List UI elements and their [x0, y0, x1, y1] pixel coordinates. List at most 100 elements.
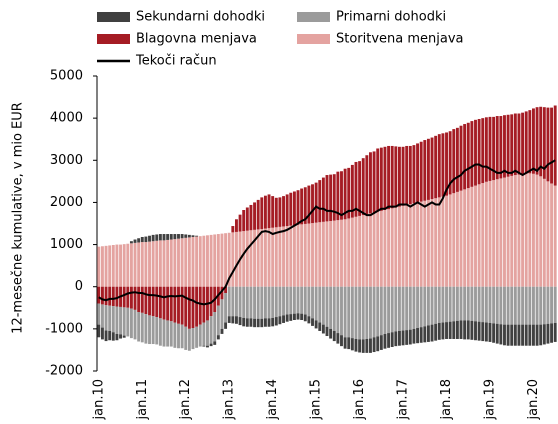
bar [173, 286, 177, 323]
bar [361, 286, 365, 340]
bar [455, 320, 459, 339]
bar [343, 219, 347, 287]
bar [303, 187, 307, 224]
bar [321, 286, 325, 325]
bar [484, 181, 488, 287]
bar [499, 286, 503, 325]
bar [282, 226, 285, 287]
x-tick-label: jan.20 [526, 379, 541, 421]
bar [224, 293, 228, 323]
bar [263, 195, 267, 229]
bar [104, 330, 108, 342]
bar [133, 242, 137, 287]
bar [510, 324, 514, 346]
bar [318, 322, 322, 331]
bar [303, 223, 307, 287]
bar [311, 184, 314, 224]
bar [184, 286, 188, 327]
bar [539, 106, 543, 177]
bar [108, 286, 112, 306]
bar [235, 219, 238, 232]
bar [383, 146, 387, 211]
bar [452, 321, 456, 339]
bar [412, 203, 416, 287]
bar [242, 286, 246, 318]
bar [542, 107, 546, 179]
x-tick-label: jan.13 [222, 379, 237, 421]
legend-swatch [97, 12, 130, 22]
bar [336, 286, 340, 334]
bar [278, 197, 282, 227]
bar [405, 286, 409, 331]
bar [484, 322, 488, 342]
bar [227, 286, 231, 317]
bar [394, 331, 398, 347]
bar [213, 312, 217, 342]
line [98, 159, 556, 306]
bar [162, 240, 166, 287]
bar [151, 241, 155, 287]
bar [452, 286, 456, 322]
bar [271, 227, 275, 287]
bar [108, 245, 112, 287]
bar [445, 195, 448, 287]
bar [274, 286, 278, 318]
bar [437, 134, 441, 198]
bar [119, 334, 122, 339]
bar [173, 239, 177, 287]
bar [528, 324, 532, 346]
bar [369, 338, 372, 353]
bar [213, 234, 217, 287]
bar [437, 322, 441, 340]
bar [158, 234, 162, 241]
bar [343, 168, 347, 220]
legend-swatch [297, 34, 330, 44]
bar [390, 145, 394, 209]
bar [278, 226, 282, 287]
bar [108, 330, 112, 341]
bar [376, 211, 380, 287]
bar [542, 178, 546, 287]
bar [267, 286, 271, 319]
bar [481, 118, 485, 184]
bar [285, 286, 289, 315]
x-tick-label: jan.14 [265, 379, 280, 421]
x-tick-label: jan.19 [482, 379, 497, 421]
bar [329, 174, 333, 221]
bar [513, 286, 517, 325]
bar [191, 286, 195, 329]
bar [441, 286, 445, 323]
bar [282, 315, 285, 323]
x-tick-label: jan.11 [135, 379, 150, 421]
bar [314, 320, 318, 329]
bar [535, 286, 539, 325]
bar [129, 243, 133, 287]
bar [173, 234, 177, 240]
legend-label: Sekundarni dohodki [136, 10, 265, 25]
bar [434, 323, 438, 341]
bar [426, 199, 430, 287]
bar [517, 113, 521, 175]
bar [180, 238, 184, 287]
bar [495, 179, 499, 287]
bar [187, 328, 191, 351]
bar [466, 320, 470, 340]
y-tick-label: 5000 [50, 69, 83, 84]
bar [394, 207, 398, 287]
bar [235, 316, 238, 324]
bar [463, 286, 467, 321]
bar [379, 335, 383, 350]
bar [535, 107, 539, 175]
bar [430, 286, 434, 325]
bar [321, 177, 325, 222]
bar [253, 229, 257, 287]
bar [231, 226, 235, 233]
bar [271, 196, 275, 228]
bar [376, 148, 380, 212]
bar [220, 286, 224, 300]
bar [155, 234, 159, 241]
bar [140, 236, 144, 243]
bar [401, 286, 405, 331]
bar [238, 214, 242, 232]
